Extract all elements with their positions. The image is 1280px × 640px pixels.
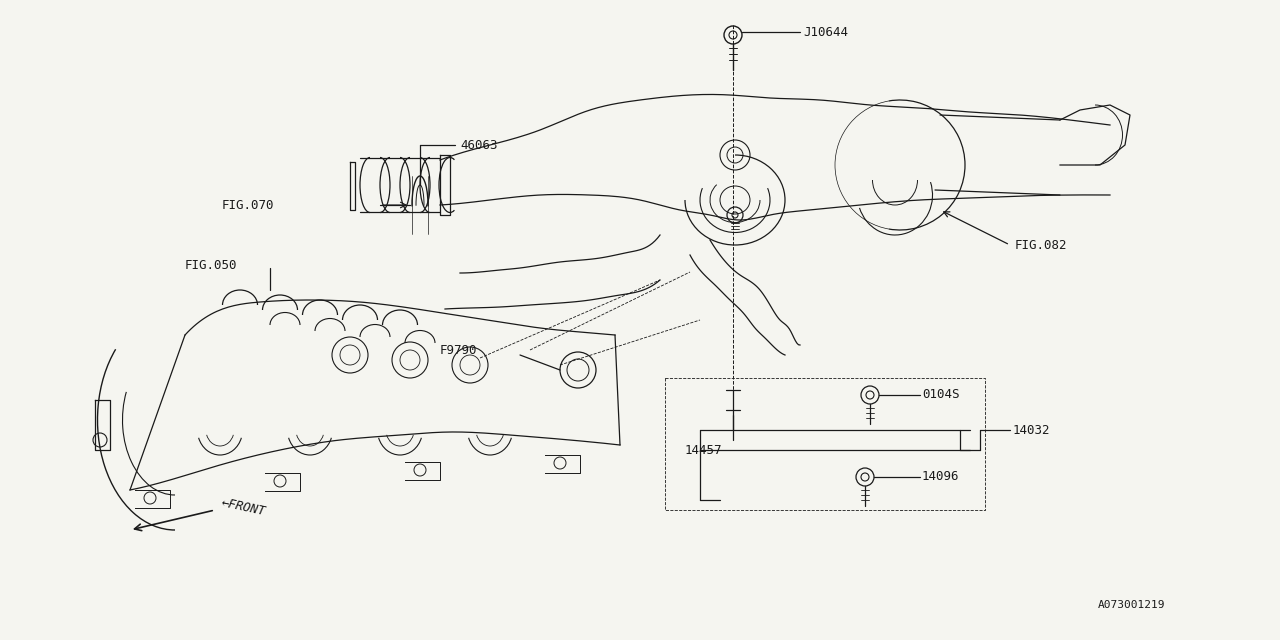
Text: 14096: 14096 [922, 470, 960, 483]
Text: ←FRONT: ←FRONT [220, 496, 266, 518]
Text: 14032: 14032 [1012, 424, 1051, 436]
Text: 46063: 46063 [460, 138, 498, 152]
Text: A073001219: A073001219 [1097, 600, 1165, 610]
Text: 0104S: 0104S [922, 388, 960, 401]
Text: FIG.070: FIG.070 [221, 198, 274, 211]
Text: J10644: J10644 [803, 26, 849, 38]
Text: FIG.082: FIG.082 [1015, 239, 1068, 252]
Text: F9790: F9790 [440, 344, 477, 356]
Text: FIG.050: FIG.050 [186, 259, 238, 271]
Text: 14457: 14457 [685, 444, 722, 456]
